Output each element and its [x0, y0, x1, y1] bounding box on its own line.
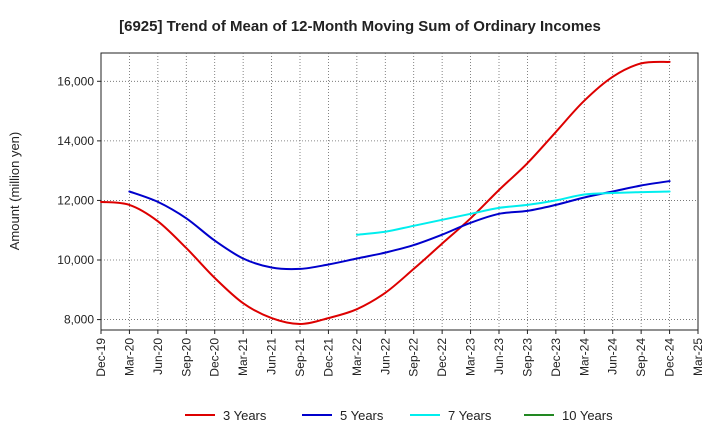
x-tick-label: Dec-19: [94, 338, 108, 377]
x-tick-label: Mar-23: [464, 338, 478, 376]
x-tick-label: Mar-21: [236, 338, 250, 376]
y-tick-label: 8,000: [64, 313, 94, 327]
legend: 3 Years 5 Years 7 Years 10 Years: [185, 408, 613, 423]
series-lines: [100, 60, 671, 325]
plot-area-frame: [100, 52, 699, 331]
x-tick-label: Dec-21: [321, 338, 335, 377]
x-tick-label: Dec-20: [208, 338, 222, 377]
x-tick-label: Sep-22: [407, 338, 421, 377]
x-tick-label: Jun-21: [265, 338, 279, 375]
x-tick-label: Jun-20: [151, 338, 165, 375]
y-tick-label: 10,000: [57, 253, 94, 267]
x-tick-label: Mar-22: [350, 338, 364, 376]
y-tick-label: 14,000: [57, 134, 94, 148]
y-tick-label: 12,000: [57, 193, 94, 207]
y-axis-label: Amount (million yen): [7, 132, 22, 251]
series-line-7-years: [355, 190, 671, 236]
series-line-3-years: [100, 60, 671, 325]
x-tick-label: Jun-23: [492, 338, 506, 375]
y-tick-label: 16,000: [57, 74, 94, 88]
x-tick-label: Mar-25: [691, 338, 705, 376]
x-tick-label: Jun-24: [606, 338, 620, 375]
legend-label-7-years: 7 Years: [448, 408, 492, 423]
x-tick-label: Sep-21: [293, 338, 307, 377]
x-axis-ticks: Dec-19 Mar-20 Jun-20 Sep-20 Dec-20 Mar-21 Jun-…: [94, 330, 705, 377]
chart-title: [6925] Trend of Mean of 12-Month Moving …: [119, 18, 601, 35]
x-tick-label: Dec-23: [549, 338, 563, 377]
x-tick-label: Mar-24: [577, 338, 591, 376]
legend-label-5-years: 5 Years: [340, 408, 384, 423]
x-tick-label: Jun-22: [378, 338, 392, 375]
x-tick-label: Sep-24: [634, 338, 648, 377]
x-tick-label: Sep-23: [520, 338, 534, 377]
x-tick-label: Mar-20: [122, 338, 136, 376]
legend-label-3-years: 3 Years: [223, 408, 267, 423]
gridlines: [101, 53, 698, 330]
series-line-5-years: [128, 180, 671, 271]
y-axis-ticks: 8,000 10,000 12,000 14,000 16,000: [57, 74, 101, 327]
x-tick-label: Sep-20: [179, 338, 193, 377]
x-tick-label: Dec-24: [663, 338, 677, 377]
legend-label-10-years: 10 Years: [562, 408, 613, 423]
x-tick-label: Dec-22: [435, 338, 449, 377]
